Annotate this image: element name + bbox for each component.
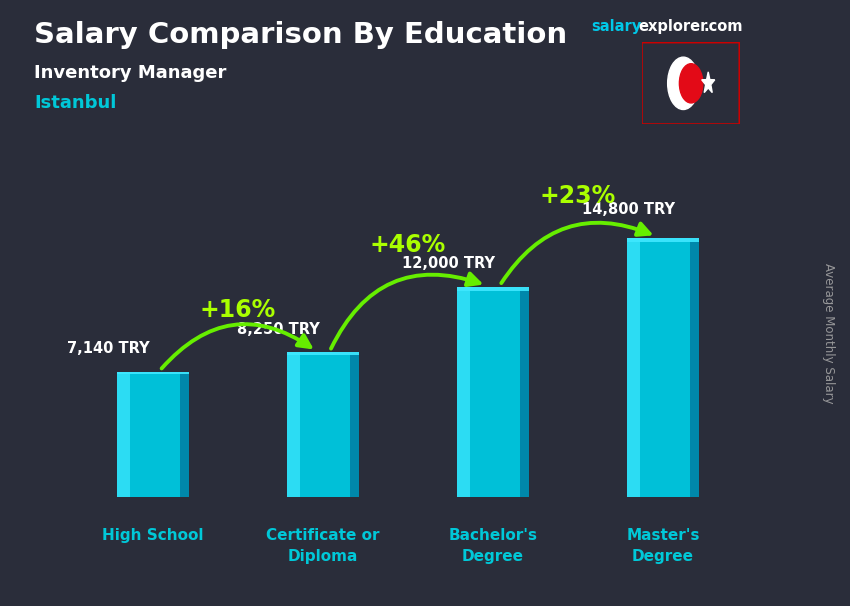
Bar [350,353,359,497]
Bar [627,238,699,242]
Bar [457,287,529,291]
Polygon shape [702,72,715,93]
Text: 7,140 TRY: 7,140 TRY [67,341,150,356]
Circle shape [679,64,703,103]
Text: 8,250 TRY: 8,250 TRY [237,322,320,337]
Bar [457,287,470,497]
Text: +23%: +23% [540,184,616,208]
Text: salary: salary [591,19,641,35]
Text: Bachelor's
Degree: Bachelor's Degree [449,528,537,564]
Bar [627,238,640,497]
Bar [117,372,189,497]
Bar [287,353,300,497]
Bar [457,287,529,497]
Text: Istanbul: Istanbul [34,94,116,112]
Bar [117,372,189,374]
Text: Certificate or
Diploma: Certificate or Diploma [266,528,380,564]
Bar [180,372,189,497]
Bar [520,287,529,497]
Text: explorer: explorer [638,19,708,35]
Text: +16%: +16% [200,299,276,322]
Text: +46%: +46% [370,233,446,257]
Text: 12,000 TRY: 12,000 TRY [402,256,496,271]
Text: Master's
Degree: Master's Degree [626,528,700,564]
Bar [627,238,699,497]
Bar [690,238,699,497]
Bar [287,353,359,355]
Circle shape [667,57,699,110]
Text: Salary Comparison By Education: Salary Comparison By Education [34,21,567,49]
Bar [287,353,359,497]
Text: 14,800 TRY: 14,800 TRY [582,202,676,217]
Text: Inventory Manager: Inventory Manager [34,64,226,82]
Bar [117,372,130,497]
Text: High School: High School [102,528,204,544]
Text: .com: .com [704,19,743,35]
Text: Average Monthly Salary: Average Monthly Salary [822,263,836,404]
